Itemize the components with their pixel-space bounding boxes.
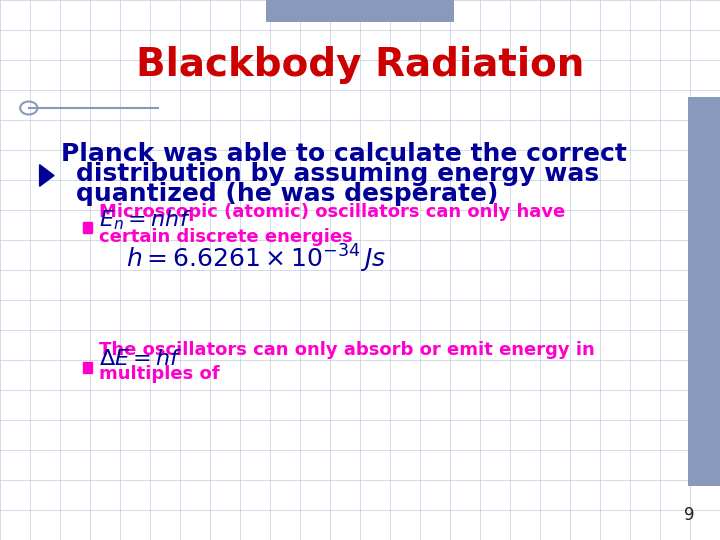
Text: quantized (he was desperate): quantized (he was desperate) [76, 183, 498, 206]
Text: distribution by assuming energy was: distribution by assuming energy was [76, 163, 599, 186]
Bar [83, 362, 92, 373]
Text: Blackbody Radiation: Blackbody Radiation [136, 46, 584, 84]
Text: 9: 9 [684, 506, 695, 524]
Text: $h = 6.6261 \times 10^{-34}\, Js$: $h = 6.6261 \times 10^{-34}\, Js$ [126, 243, 387, 275]
Text: multiples of: multiples of [99, 366, 220, 383]
Text: $E_n = nhf$: $E_n = nhf$ [99, 208, 192, 232]
Text: certain discrete energies: certain discrete energies [99, 228, 353, 246]
Polygon shape [40, 165, 54, 186]
Text: Microscopic (atomic) oscillators can only have: Microscopic (atomic) oscillators can onl… [99, 204, 566, 221]
Bar [83, 222, 92, 233]
Bar [688, 97, 720, 486]
Text: $\Delta E = hf$: $\Delta E = hf$ [99, 348, 183, 370]
Bar [266, 0, 454, 22]
Text: The oscillators can only absorb or emit energy in: The oscillators can only absorb or emit … [99, 341, 595, 359]
Text: Planck was able to calculate the correct: Planck was able to calculate the correct [61, 143, 627, 166]
